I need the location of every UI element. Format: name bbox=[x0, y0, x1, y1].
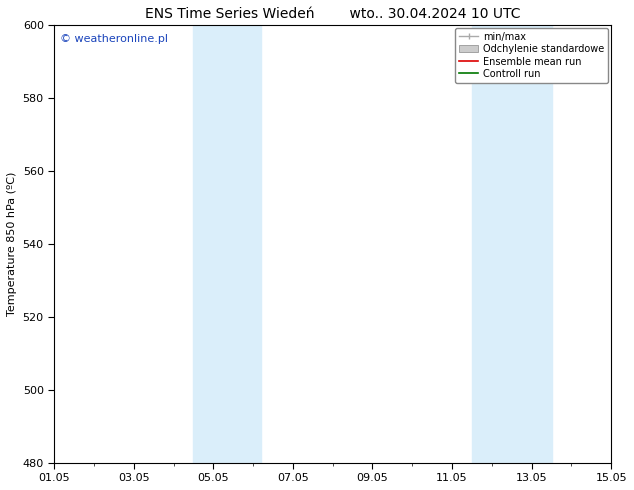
Bar bbox=[472, 25, 552, 463]
Y-axis label: Temperature 850 hPa (ºC): Temperature 850 hPa (ºC) bbox=[7, 172, 17, 316]
Bar bbox=[193, 25, 261, 463]
Title: ENS Time Series Wiedeń        wto.. 30.04.2024 10 UTC: ENS Time Series Wiedeń wto.. 30.04.2024 … bbox=[145, 7, 521, 21]
Text: © weatheronline.pl: © weatheronline.pl bbox=[60, 34, 168, 44]
Legend: min/max, Odchylenie standardowe, Ensemble mean run, Controll run: min/max, Odchylenie standardowe, Ensembl… bbox=[455, 28, 609, 83]
